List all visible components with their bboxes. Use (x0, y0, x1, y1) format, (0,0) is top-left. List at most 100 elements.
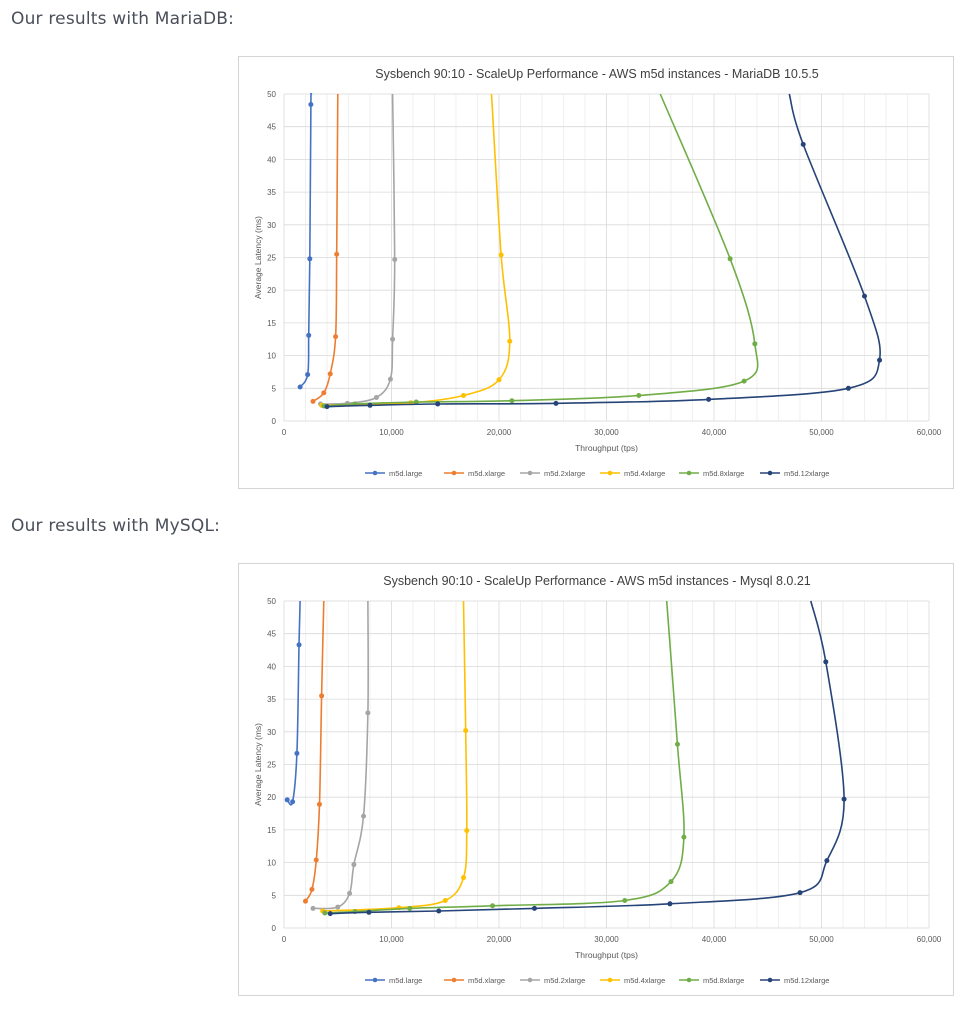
data-point-m5d.xlarge (316, 801, 322, 807)
data-point-m5d.large (306, 332, 312, 338)
x-tick-label: 40,000 (702, 428, 727, 437)
data-point-m5d.8xlarge (752, 341, 758, 347)
data-point-m5d.2xlarge (351, 862, 357, 868)
data-point-m5d.12xlarge (327, 911, 333, 917)
y-tick-label: 35 (267, 695, 276, 704)
legend-marker (372, 470, 378, 476)
data-point-m5d.2xlarge (387, 376, 393, 382)
legend-label: m5d.8xlarge (703, 469, 744, 478)
y-tick-label: 30 (267, 728, 276, 737)
data-point-m5d.4xlarge (463, 727, 469, 733)
y-axis-label: Average Latency (ms) (253, 723, 263, 806)
data-point-m5d.12xlarge (706, 396, 712, 402)
data-point-m5d.8xlarge (741, 378, 747, 384)
legend-marker (527, 977, 533, 983)
section-heading-mariadb: Our results with MariaDB: (11, 9, 235, 29)
series-line-m5d.4xlarge (322, 600, 468, 912)
data-point-m5d.8xlarge (407, 905, 413, 911)
x-tick-label: 0 (282, 935, 287, 944)
data-point-m5d.2xlarge (310, 905, 316, 911)
y-tick-label: 5 (272, 384, 277, 393)
y-tick-label: 20 (267, 286, 276, 295)
data-point-m5d.4xlarge (496, 377, 502, 383)
data-point-m5d.12xlarge (877, 357, 883, 363)
data-point-m5d.xlarge (309, 886, 315, 892)
y-tick-label: 45 (267, 123, 276, 132)
data-point-m5d.large (284, 797, 290, 803)
data-point-m5d.8xlarge (490, 903, 496, 909)
data-point-m5d.2xlarge (390, 336, 396, 342)
series-line-m5d.4xlarge (321, 93, 511, 407)
legend-label: m5d.xlarge (468, 469, 505, 478)
y-tick-label: 15 (267, 319, 276, 328)
x-tick-label: 0 (282, 428, 287, 437)
legend-label: m5d.8xlarge (703, 976, 744, 985)
data-point-m5d.12xlarge (366, 909, 372, 915)
data-point-m5d.12xlarge (823, 659, 829, 665)
legend-label: m5d.2xlarge (544, 976, 585, 985)
data-point-m5d.xlarge (313, 857, 319, 863)
x-axis-label: Throughput (tps) (575, 443, 638, 453)
legend-label: m5d.12xlarge (784, 976, 829, 985)
legend-marker (767, 977, 773, 983)
y-axis-label: Average Latency (ms) (253, 216, 263, 299)
legend-label: m5d.xlarge (468, 976, 505, 985)
y-tick-label: 10 (267, 859, 276, 868)
series-line-m5d.8xlarge (324, 600, 685, 914)
grid (283, 600, 930, 929)
legend-marker (451, 470, 457, 476)
x-tick-label: 30,000 (594, 935, 619, 944)
y-tick-label: 30 (267, 221, 276, 230)
data-point-m5d.4xlarge (461, 875, 467, 881)
data-point-m5d.8xlarge (674, 741, 680, 747)
y-tick-label: 50 (267, 90, 276, 99)
legend-label: m5d.4xlarge (624, 976, 665, 985)
data-point-m5d.12xlarge (553, 400, 559, 406)
data-point-m5d.xlarge (310, 398, 316, 404)
data-point-m5d.12xlarge (845, 385, 851, 391)
x-axis-label: Throughput (tps) (575, 950, 638, 960)
grid (283, 93, 930, 422)
data-point-m5d.12xlarge (667, 901, 673, 907)
chart-mysql: Sysbench 90:10 - ScaleUp Performance - A… (238, 563, 954, 996)
chart-mariadb: Sysbench 90:10 - ScaleUp Performance - A… (238, 56, 954, 489)
y-tick-label: 40 (267, 155, 276, 164)
y-tick-label: 35 (267, 188, 276, 197)
data-point-m5d.8xlarge (322, 910, 328, 916)
chart-svg-mysql: Sysbench 90:10 - ScaleUp Performance - A… (253, 574, 942, 985)
x-tick-label: 60,000 (917, 428, 942, 437)
data-point-m5d.12xlarge (435, 401, 441, 407)
x-tick-label: 10,000 (379, 935, 404, 944)
y-tick-label: 25 (267, 254, 276, 263)
x-tick-label: 50,000 (809, 428, 834, 437)
data-point-m5d.4xlarge (498, 252, 504, 258)
y-tick-label: 0 (272, 417, 277, 426)
legend-label: m5d.12xlarge (784, 469, 829, 478)
legend-marker (686, 470, 692, 476)
data-point-m5d.2xlarge (365, 710, 371, 716)
data-point-m5d.large (297, 384, 303, 390)
legend-label: m5d.large (389, 976, 422, 985)
chart-title: Sysbench 90:10 - ScaleUp Performance - A… (375, 67, 819, 81)
y-tick-label: 15 (267, 826, 276, 835)
data-point-m5d.8xlarge (509, 398, 515, 404)
data-point-m5d.12xlarge (800, 141, 806, 147)
section-heading-mysql: Our results with MySQL: (11, 516, 221, 536)
legend-label: m5d.large (389, 469, 422, 478)
y-tick-label: 10 (267, 352, 276, 361)
plot-area (297, 93, 883, 410)
data-point-m5d.xlarge (321, 390, 327, 396)
data-point-m5d.large (294, 750, 300, 756)
data-point-m5d.large (308, 101, 314, 107)
series-line-m5d.large (286, 600, 301, 806)
data-point-m5d.large (290, 799, 296, 805)
data-point-m5d.4xlarge (442, 898, 448, 904)
plot-area (284, 600, 847, 917)
series-line-m5d.12xlarge (330, 600, 845, 915)
data-point-m5d.xlarge (327, 371, 333, 377)
y-tick-label: 40 (267, 662, 276, 671)
legend-label: m5d.4xlarge (624, 469, 665, 478)
legend-marker (527, 470, 533, 476)
legend-marker (372, 977, 378, 983)
y-tick-label: 0 (272, 924, 277, 933)
